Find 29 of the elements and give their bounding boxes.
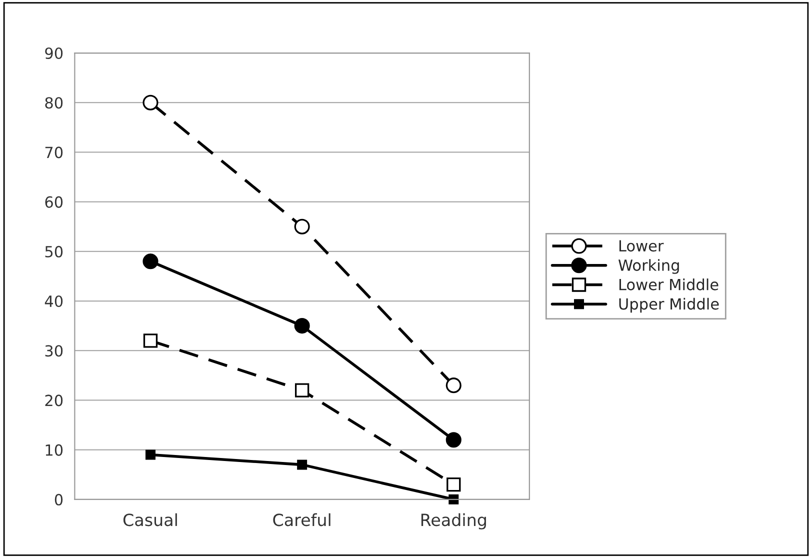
point bbox=[142, 254, 158, 270]
point bbox=[294, 383, 310, 398]
legend-label: Upper Middle bbox=[619, 298, 719, 313]
point bbox=[448, 494, 459, 504]
point bbox=[143, 334, 158, 348]
y-tick-label: 0 bbox=[54, 494, 63, 506]
legend-label: Lower Middle bbox=[619, 278, 718, 290]
point bbox=[446, 477, 461, 492]
point bbox=[142, 94, 158, 110]
point bbox=[294, 218, 310, 234]
y-tick-label: 60 bbox=[45, 196, 63, 208]
y-tick-label: 70 bbox=[45, 146, 63, 158]
x-tick-label: Reading bbox=[421, 513, 486, 530]
y-tick-label: 20 bbox=[45, 394, 63, 406]
point bbox=[294, 318, 310, 334]
point bbox=[446, 432, 462, 448]
y-tick-label: 90 bbox=[45, 47, 63, 60]
y-tick-label: 10 bbox=[46, 444, 63, 456]
y-tick-label: 50 bbox=[45, 246, 63, 258]
x-tick-label: Casual bbox=[123, 513, 177, 526]
point bbox=[297, 460, 308, 470]
legend-label: Lower bbox=[619, 240, 664, 252]
x-tick-label: Careful bbox=[273, 513, 330, 526]
point bbox=[446, 378, 462, 394]
y-tick-label: 30 bbox=[45, 345, 63, 357]
legend-label: Working bbox=[618, 259, 679, 274]
y-tick-label: 80 bbox=[45, 97, 63, 109]
point bbox=[145, 450, 156, 460]
y-tick-label: 40 bbox=[44, 295, 63, 308]
